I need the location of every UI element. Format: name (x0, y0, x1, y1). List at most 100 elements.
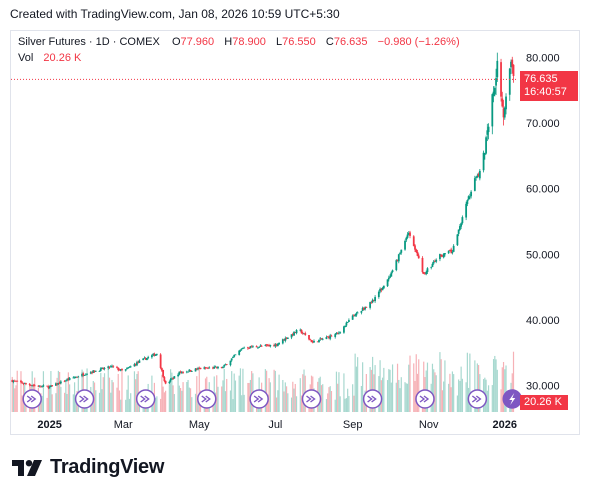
candle-body (177, 374, 179, 377)
volume-bar (451, 371, 454, 412)
volume-bar (441, 390, 444, 412)
candle-body (91, 372, 93, 374)
volume-bar (355, 366, 357, 412)
candle-body (486, 130, 489, 135)
candle-body (59, 381, 62, 384)
legend-vol-key: Vol (18, 52, 34, 64)
chart-frame[interactable] (10, 30, 580, 435)
candle-body (81, 373, 83, 377)
candle-body (92, 370, 95, 373)
candle-body (379, 288, 381, 292)
volume-bar (500, 389, 502, 412)
event-chevron-glyph (79, 395, 89, 403)
candle-body (500, 62, 502, 97)
volume-bar (73, 382, 76, 412)
tradingview-logo[interactable]: TradingView (12, 456, 164, 479)
candle-body (380, 288, 383, 291)
volume-bar (156, 396, 158, 412)
candle-body (32, 385, 35, 387)
volume-bar (232, 399, 234, 412)
volume-bar (46, 397, 48, 412)
candle-body (496, 60, 499, 78)
candle-body (153, 353, 156, 356)
volume-bar (42, 371, 45, 412)
candle-body (232, 356, 234, 358)
candle-body (230, 358, 233, 361)
volume-bar (433, 369, 435, 412)
legend-ohlc: Silver Futures · 1D · COMEX O77.960 H78.… (18, 36, 460, 48)
volume-bar (396, 363, 399, 412)
event-chevron-glyph (253, 395, 264, 403)
volume-bar (453, 374, 455, 412)
candle-body (162, 370, 165, 377)
volume-bar (67, 372, 69, 412)
candle-body (405, 237, 408, 241)
candle-body (345, 322, 348, 326)
x-tick-label: Nov (419, 419, 439, 431)
candle-body (295, 330, 298, 334)
volume-bar (345, 398, 348, 412)
volume-bar (293, 388, 295, 412)
candle-body (217, 366, 219, 369)
volume-bar (266, 370, 268, 412)
candle-body (430, 266, 433, 268)
candle-body (127, 367, 130, 369)
volume-bar (347, 388, 349, 412)
candle-body (265, 344, 268, 346)
volume-bar (337, 383, 339, 412)
candle-body (404, 240, 406, 250)
candle-body (144, 357, 147, 360)
candle-body (38, 385, 41, 387)
tradingview-logo-icon (12, 459, 42, 476)
volume-bar (163, 392, 165, 412)
candle-body (164, 380, 167, 384)
volume-bar (171, 372, 173, 412)
volume-bar (168, 384, 170, 412)
candle-body (151, 355, 153, 358)
volume-bar (198, 369, 200, 412)
candle-body (369, 302, 372, 308)
candle-body (278, 342, 280, 345)
volume-bar (389, 369, 391, 412)
candle-body (286, 337, 289, 339)
candle-body (74, 376, 77, 378)
volume-bar (75, 399, 77, 412)
candle-body (42, 385, 45, 387)
candle-body (441, 255, 444, 257)
volume-bar (165, 390, 167, 412)
legend-close-key: C (325, 36, 334, 48)
volume-bar (495, 359, 497, 412)
candle-body (20, 380, 22, 383)
candle-body (431, 263, 434, 267)
candle-body (511, 59, 514, 67)
volume-bar (103, 373, 106, 412)
candle-body (458, 226, 461, 230)
volume-bar (383, 367, 385, 412)
volume-bar (443, 381, 445, 412)
volume-bar (330, 390, 333, 412)
candle-body (234, 354, 237, 356)
candle-body (310, 340, 313, 343)
candle-body (283, 339, 285, 341)
volume-bar (505, 365, 507, 412)
volume-bar (469, 353, 471, 412)
candle-body (77, 376, 80, 378)
legend-change: −0.980 (−1.26%) (377, 36, 460, 48)
candle-body (40, 385, 42, 387)
candle-body (155, 353, 158, 355)
candle-body (179, 371, 182, 373)
volume-bar (390, 382, 392, 412)
volume-bar (191, 397, 193, 412)
volume-bar (226, 378, 228, 412)
volume-bar (465, 382, 467, 412)
volume-bar (395, 382, 397, 412)
candle-body (294, 332, 297, 333)
volume-bar (136, 373, 138, 412)
volume-bar (400, 377, 402, 412)
candle-body (390, 272, 393, 277)
candle-body (503, 107, 506, 118)
volume-bar (194, 393, 197, 412)
volume-bar (343, 373, 345, 412)
volume-bar (15, 385, 17, 412)
